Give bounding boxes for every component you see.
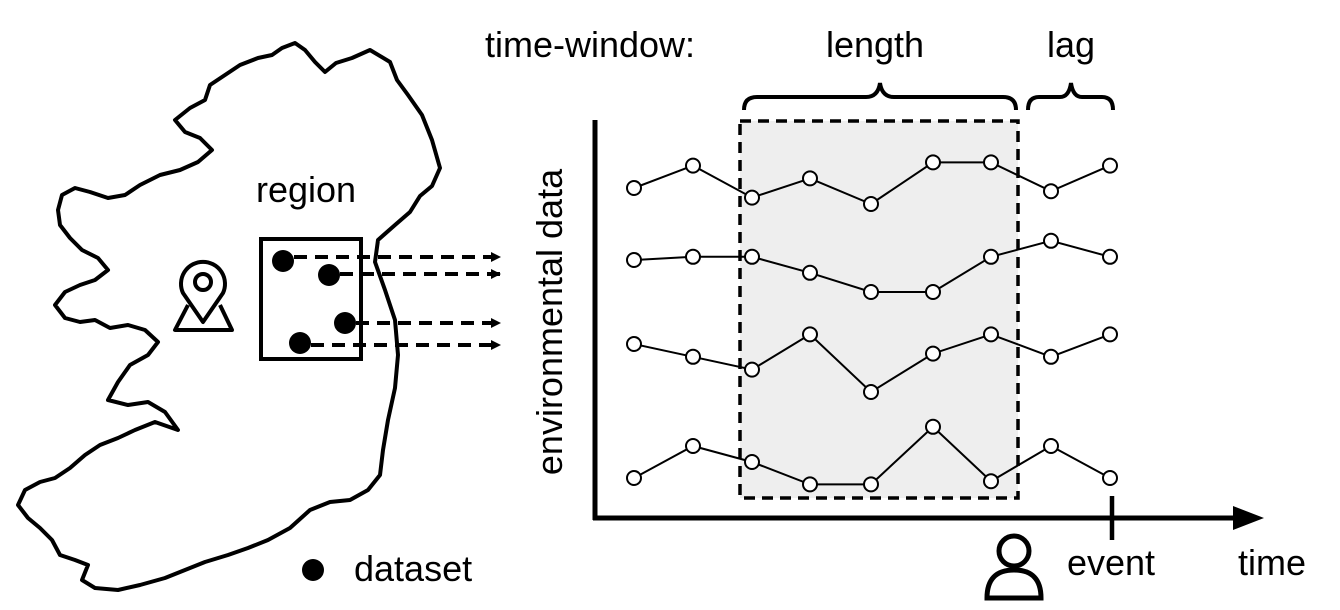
data-point [802, 170, 818, 187]
data-point [744, 248, 760, 265]
data-point [626, 180, 642, 196]
length-label: length [826, 24, 924, 65]
data-point [802, 326, 818, 343]
data-point [1043, 438, 1059, 454]
data-point [983, 326, 999, 343]
time-window-box [738, 119, 1020, 500]
data-point [685, 157, 701, 174]
person-icon [984, 533, 1044, 601]
dataset-dot [334, 312, 356, 334]
legend-dataset-label: dataset [354, 548, 472, 589]
region-box [259, 237, 363, 361]
data-point [802, 264, 818, 281]
data-point [925, 345, 941, 362]
data-point [744, 454, 760, 470]
data-point [744, 189, 760, 206]
data-point [1102, 326, 1118, 343]
event-label: event [1067, 542, 1155, 583]
location-pin-icon [173, 259, 234, 332]
data-point [626, 252, 642, 268]
series-layer [626, 154, 1118, 493]
data-point [925, 284, 941, 300]
data-point [1102, 157, 1118, 174]
data-point [983, 248, 999, 265]
time-window-label: time-window: [485, 24, 695, 65]
data-point [744, 361, 760, 378]
data-point [1102, 470, 1118, 486]
data-point [1043, 232, 1059, 249]
data-point [983, 473, 999, 490]
data-point [626, 336, 642, 352]
lag-label: lag [1047, 24, 1095, 65]
length-brace [742, 82, 1018, 111]
ireland-map [16, 41, 442, 592]
data-point [1102, 248, 1118, 265]
data-point [863, 284, 879, 300]
data-point [1043, 183, 1059, 200]
data-point [1043, 348, 1059, 365]
legend-dataset-marker [302, 559, 324, 581]
data-point [626, 470, 642, 486]
y-axis-label: environmental data [529, 168, 570, 475]
data-point [802, 476, 818, 493]
data-point [925, 154, 941, 171]
region-label: region [256, 169, 356, 210]
dataset-dot [318, 264, 340, 286]
data-point [685, 438, 701, 454]
lag-brace [1026, 82, 1115, 111]
time-axis-label: time [1238, 542, 1306, 583]
data-point [983, 154, 999, 171]
data-point [863, 196, 879, 212]
data-point [685, 248, 701, 265]
dataset-dot [289, 332, 311, 354]
data-point [863, 476, 879, 493]
data-point [863, 384, 879, 400]
data-point [685, 348, 701, 365]
data-point [925, 418, 941, 435]
dataset-dot [272, 250, 294, 272]
x-axis-arrowhead [1233, 506, 1264, 530]
